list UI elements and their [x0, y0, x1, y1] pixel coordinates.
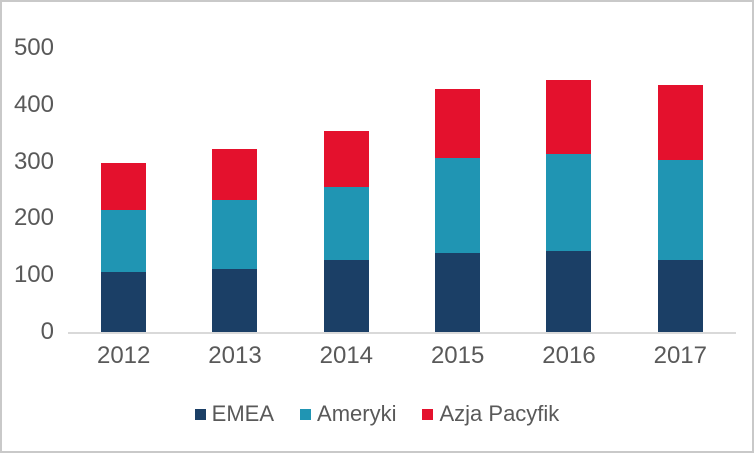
x-axis-label-2014: 2014	[319, 342, 374, 369]
x-axis: 2012 2013 2014 2015 2016 2017	[68, 342, 736, 369]
bar-segment-ameryki-2014	[323, 187, 369, 260]
y-axis-tick-label-200: 200	[13, 204, 54, 232]
bar-segment-ameryki-2013	[212, 200, 258, 269]
x-axis-label-2012: 2012	[96, 342, 151, 369]
bar-segment-ameryki-2012	[101, 210, 147, 272]
legend-label-ameryki: Ameryki	[317, 401, 397, 426]
x-axis-label-2016: 2016	[542, 342, 596, 369]
bar-segment-azja-pacyfik-2015	[435, 89, 481, 158]
y-axis-tick-label-400: 400	[13, 90, 54, 118]
x-axis-label-2017: 2017	[653, 342, 707, 369]
bar-segment-azja-pacyfik-2016	[546, 80, 592, 154]
legend: EMEA Ameryki Azja Pacyfik	[2, 403, 752, 425]
bar-2015	[402, 2, 513, 332]
legend-item-emea: EMEA	[194, 401, 275, 426]
y-axis-tick-label-100: 100	[13, 261, 54, 289]
bar-2012	[68, 2, 179, 332]
plot-area	[68, 2, 736, 334]
bar-2014	[291, 2, 402, 332]
legend-item-ameryki: Ameryki	[300, 403, 396, 425]
y-axis-tick-label-300: 300	[13, 147, 54, 175]
legend-label-emea: EMEA	[211, 401, 275, 426]
legend-swatch-emea	[194, 408, 206, 420]
legend-swatch-ameryki	[300, 408, 312, 420]
legend-label-azja-pacyfik: Azja Pacyfik	[439, 401, 560, 426]
bar-segment-ameryki-2016	[546, 154, 592, 251]
bar-2017	[625, 2, 736, 332]
bar-segment-emea-2016	[546, 251, 592, 332]
bar-segment-azja-pacyfik-2017	[657, 85, 703, 160]
y-axis-tick-label-500: 500	[13, 34, 54, 61]
bar-segment-azja-pacyfik-2012	[101, 163, 147, 210]
bar-segment-emea-2015	[435, 253, 481, 332]
legend-swatch-azja-pacyfik	[422, 408, 434, 420]
y-axis-tick-label-0: 0	[40, 318, 54, 345]
x-axis-label-2013: 2013	[208, 342, 262, 369]
bar-segment-azja-pacyfik-2014	[323, 131, 369, 187]
bar-segment-ameryki-2017	[657, 160, 703, 260]
bar-segment-emea-2014	[323, 260, 369, 332]
bar-2013	[179, 2, 290, 332]
legend-item-azja-pacyfik: Azja Pacyfik	[422, 403, 559, 425]
bar-segment-emea-2013	[212, 269, 258, 332]
bar-2016	[513, 2, 624, 332]
bar-segment-azja-pacyfik-2013	[212, 149, 258, 200]
bar-segment-emea-2017	[657, 260, 703, 332]
x-axis-label-2015: 2015	[430, 342, 485, 369]
bar-segment-emea-2012	[101, 272, 147, 332]
bar-segment-ameryki-2015	[435, 158, 481, 253]
